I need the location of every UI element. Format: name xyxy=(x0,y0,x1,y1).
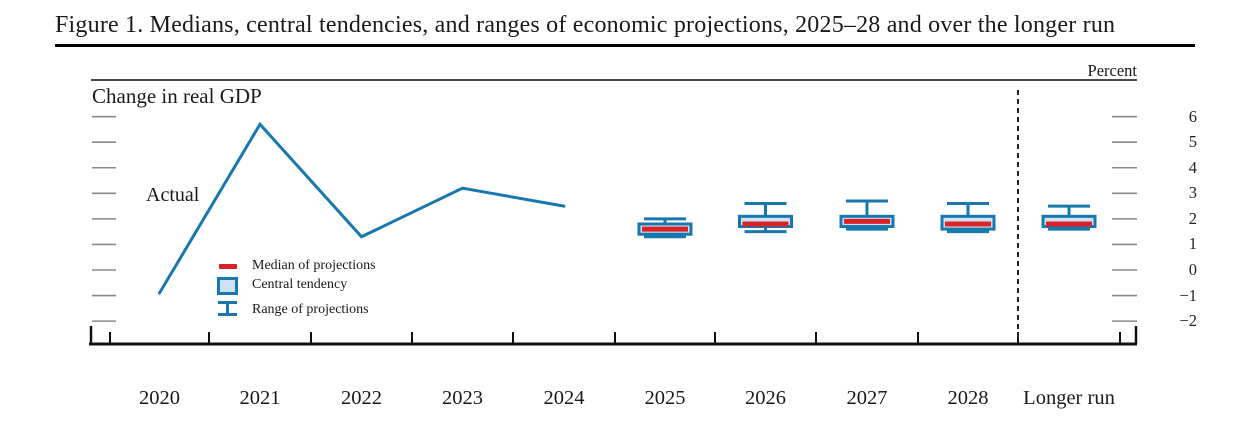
x-axis-label: 2023 xyxy=(442,387,483,409)
x-axis-label: 2025 xyxy=(644,387,686,409)
x-axis-label: Longer run xyxy=(1023,387,1115,409)
projection-2027 xyxy=(839,199,895,231)
y-tick-label: 6 xyxy=(1188,106,1197,126)
x-axis-label: 2026 xyxy=(745,387,786,409)
x-axis-label: 2021 xyxy=(239,387,281,409)
y-tick-label: −2 xyxy=(1179,311,1197,331)
projection-2025 xyxy=(637,217,693,239)
x-axis-label: 2027 xyxy=(846,387,888,409)
projection-longer-run xyxy=(1041,204,1097,231)
y-tick-label: 3 xyxy=(1188,183,1197,203)
legend-label: Central tendency xyxy=(252,277,348,292)
x-axis-label: 2022 xyxy=(341,387,382,409)
actual-gdp-line xyxy=(158,121,566,295)
y-tick-label: 0 xyxy=(1188,260,1197,279)
y-tick-label: 1 xyxy=(1188,234,1197,254)
central-tendency-box xyxy=(1041,214,1097,229)
x-axis-label: 2024 xyxy=(543,387,585,409)
y-tick-label: 5 xyxy=(1188,132,1197,152)
panel-title: Change in real GDP xyxy=(92,84,262,108)
median-dash-icon xyxy=(219,264,237,269)
title-rule xyxy=(55,44,1195,47)
y-axis-unit-label: Percent xyxy=(1087,61,1137,80)
y-tick-label: 4 xyxy=(1188,157,1197,177)
x-axis-label: 2028 xyxy=(947,387,989,409)
legend-label: Median of projections xyxy=(252,258,376,273)
y-tick-label: −1 xyxy=(1179,285,1197,305)
y-tick-label: 2 xyxy=(1188,208,1197,228)
range-whisker-icon xyxy=(218,301,237,316)
x-axis-label: 2020 xyxy=(139,387,180,409)
central-tendency-box xyxy=(738,214,793,229)
figure-title: Figure 1. Medians, central tendencies, a… xyxy=(55,12,1116,38)
projection-2026 xyxy=(738,202,793,234)
legend-label: Range of projections xyxy=(252,302,369,317)
actual-series-label: Actual xyxy=(146,184,200,206)
projection-2028 xyxy=(940,202,996,234)
central-tendency-box-icon xyxy=(217,277,238,295)
